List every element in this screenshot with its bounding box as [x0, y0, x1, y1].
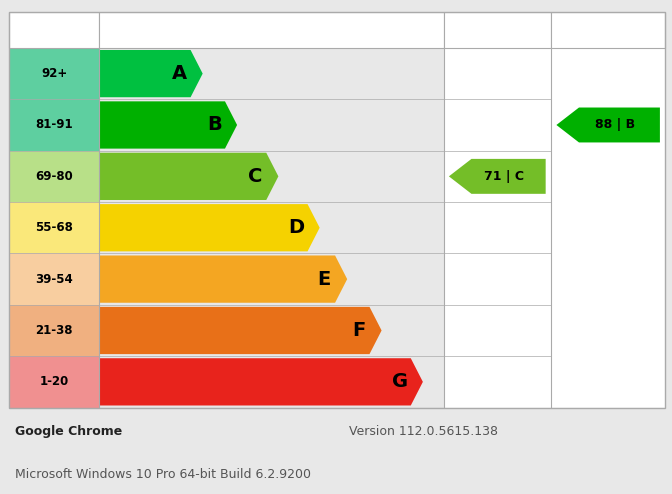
Bar	[444, 305, 551, 356]
Polygon shape	[449, 159, 546, 194]
Text: C: C	[249, 167, 263, 186]
Text: 71 | C: 71 | C	[484, 170, 524, 183]
Bar	[444, 253, 551, 305]
Polygon shape	[556, 108, 660, 142]
Bar	[444, 48, 551, 99]
Text: 81-91: 81-91	[36, 119, 73, 131]
Text: 69-80: 69-80	[35, 170, 73, 183]
Text: Current: Current	[469, 24, 526, 37]
Text: Version 112.0.5615.138: Version 112.0.5615.138	[349, 425, 499, 438]
Text: B: B	[207, 116, 222, 134]
Bar	[551, 253, 665, 305]
Bar	[444, 356, 551, 408]
Bar	[551, 356, 665, 408]
Polygon shape	[99, 307, 382, 354]
Bar	[9, 253, 99, 305]
Text: A: A	[172, 64, 187, 83]
Bar	[444, 202, 551, 253]
Bar	[444, 12, 551, 48]
Bar	[551, 99, 665, 151]
Text: D: D	[289, 218, 305, 237]
Polygon shape	[99, 101, 237, 149]
Bar	[9, 202, 99, 253]
Bar	[9, 151, 99, 202]
Polygon shape	[99, 50, 203, 97]
Text: 39-54: 39-54	[35, 273, 73, 286]
Text: Score: Score	[33, 24, 75, 37]
Text: 88 | B: 88 | B	[595, 119, 635, 131]
Text: Google Chrome: Google Chrome	[15, 425, 122, 438]
Bar	[551, 305, 665, 356]
Bar	[444, 99, 551, 151]
Bar	[99, 12, 444, 48]
Text: 92+: 92+	[41, 67, 67, 80]
Bar	[9, 48, 99, 99]
Text: 21-38: 21-38	[36, 324, 73, 337]
Bar	[551, 12, 665, 48]
Bar	[551, 151, 665, 202]
Text: F: F	[352, 321, 366, 340]
Bar	[9, 99, 99, 151]
Text: E: E	[318, 270, 331, 288]
Text: 1-20: 1-20	[40, 375, 69, 388]
Bar	[551, 202, 665, 253]
Text: Microsoft Windows 10 Pro 64-bit Build 6.2.9200: Microsoft Windows 10 Pro 64-bit Build 6.…	[15, 468, 310, 482]
Polygon shape	[99, 358, 423, 406]
Polygon shape	[99, 255, 347, 303]
Text: 55-68: 55-68	[35, 221, 73, 234]
Bar	[551, 48, 665, 99]
Text: Potential: Potential	[574, 24, 642, 37]
Polygon shape	[99, 153, 278, 200]
Bar	[9, 12, 99, 48]
Text: G: G	[392, 372, 408, 391]
Bar	[9, 356, 99, 408]
Bar	[444, 151, 551, 202]
Polygon shape	[99, 204, 320, 251]
Text: Energy rating: Energy rating	[106, 24, 208, 37]
Bar	[9, 305, 99, 356]
